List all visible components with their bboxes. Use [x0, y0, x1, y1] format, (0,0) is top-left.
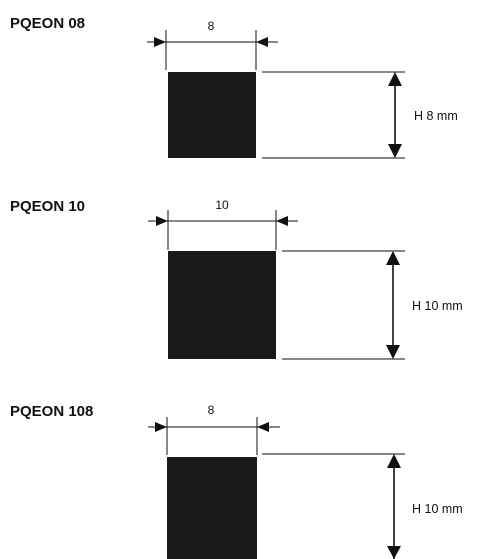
- profile-title: PQEON 108: [10, 403, 93, 420]
- height-label: H 10 mm: [412, 502, 463, 516]
- width-label: 8: [208, 19, 215, 33]
- arrow-up-icon: [388, 72, 402, 86]
- width-label: 8: [208, 403, 215, 417]
- profile-title: PQEON 10: [10, 198, 85, 215]
- height-label: H 8 mm: [414, 109, 458, 123]
- profile-title: PQEON 08: [10, 15, 85, 32]
- arrow-down-icon: [386, 345, 400, 359]
- profile-block: [168, 72, 256, 158]
- arrow-left-icon: [276, 216, 288, 226]
- arrow-down-icon: [387, 546, 401, 559]
- arrow-right-icon: [154, 37, 166, 47]
- profile-pqeon-08: PQEON 08 8 H 8 mm: [10, 15, 458, 159]
- arrow-left-icon: [257, 422, 269, 432]
- arrow-right-icon: [156, 216, 168, 226]
- arrow-up-icon: [386, 251, 400, 265]
- profile-pqeon-108: PQEON 108 8 H 10 mm: [10, 403, 463, 559]
- profile-block: [167, 457, 257, 559]
- width-label: 10: [215, 198, 229, 212]
- profile-pqeon-10: PQEON 10 10 H 10 mm: [10, 198, 463, 360]
- arrow-up-icon: [387, 454, 401, 468]
- arrow-left-icon: [256, 37, 268, 47]
- height-label: H 10 mm: [412, 299, 463, 313]
- arrow-right-icon: [155, 422, 167, 432]
- arrow-down-icon: [388, 144, 402, 158]
- profile-block: [168, 251, 276, 359]
